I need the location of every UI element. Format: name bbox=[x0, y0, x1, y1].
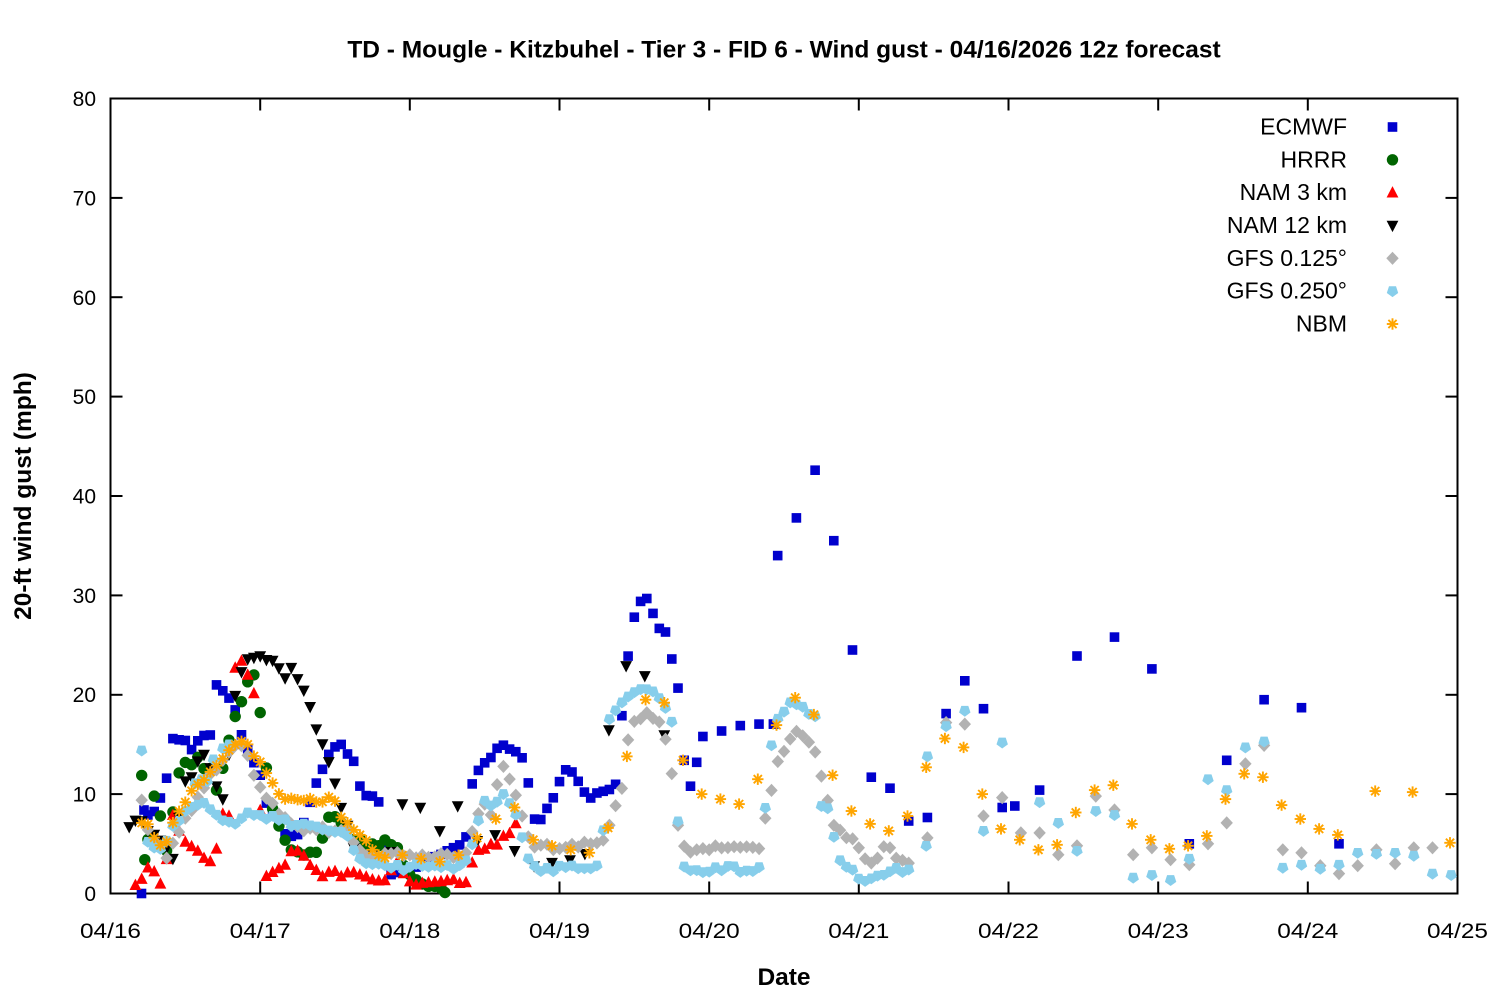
svg-text:NAM 3 km: NAM 3 km bbox=[1240, 179, 1347, 205]
svg-text:40: 40 bbox=[73, 486, 96, 509]
svg-text:70: 70 bbox=[73, 187, 96, 210]
svg-text:60: 60 bbox=[73, 287, 96, 310]
svg-text:20: 20 bbox=[73, 684, 96, 707]
svg-text:TD - Mougle - Kitzbuhel - Tier: TD - Mougle - Kitzbuhel - Tier 3 - FID 6… bbox=[347, 37, 1220, 64]
svg-text:04/17: 04/17 bbox=[230, 920, 291, 943]
svg-text:20-ft wind gust (mph): 20-ft wind gust (mph) bbox=[10, 372, 37, 620]
svg-text:50: 50 bbox=[73, 386, 96, 409]
svg-text:80: 80 bbox=[73, 88, 96, 111]
svg-text:04/25: 04/25 bbox=[1427, 920, 1488, 943]
svg-text:30: 30 bbox=[73, 585, 96, 608]
svg-text:HRRR: HRRR bbox=[1281, 146, 1347, 172]
svg-text:04/19: 04/19 bbox=[529, 920, 590, 943]
svg-text:04/16: 04/16 bbox=[80, 920, 141, 943]
svg-text:04/24: 04/24 bbox=[1277, 920, 1338, 943]
svg-text:04/23: 04/23 bbox=[1128, 920, 1189, 943]
svg-text:NAM 12 km: NAM 12 km bbox=[1227, 212, 1347, 238]
svg-text:ECMWF: ECMWF bbox=[1260, 114, 1347, 140]
svg-text:GFS 0.125°: GFS 0.125° bbox=[1227, 245, 1347, 271]
svg-text:04/18: 04/18 bbox=[379, 920, 440, 943]
svg-text:NBM: NBM bbox=[1296, 311, 1347, 337]
svg-text:GFS 0.250°: GFS 0.250° bbox=[1227, 278, 1347, 304]
svg-text:04/20: 04/20 bbox=[679, 920, 740, 943]
svg-text:0: 0 bbox=[84, 883, 96, 906]
svg-text:10: 10 bbox=[73, 784, 96, 807]
svg-text:Date: Date bbox=[757, 964, 810, 991]
svg-text:04/21: 04/21 bbox=[828, 920, 889, 943]
svg-text:04/22: 04/22 bbox=[978, 920, 1039, 943]
